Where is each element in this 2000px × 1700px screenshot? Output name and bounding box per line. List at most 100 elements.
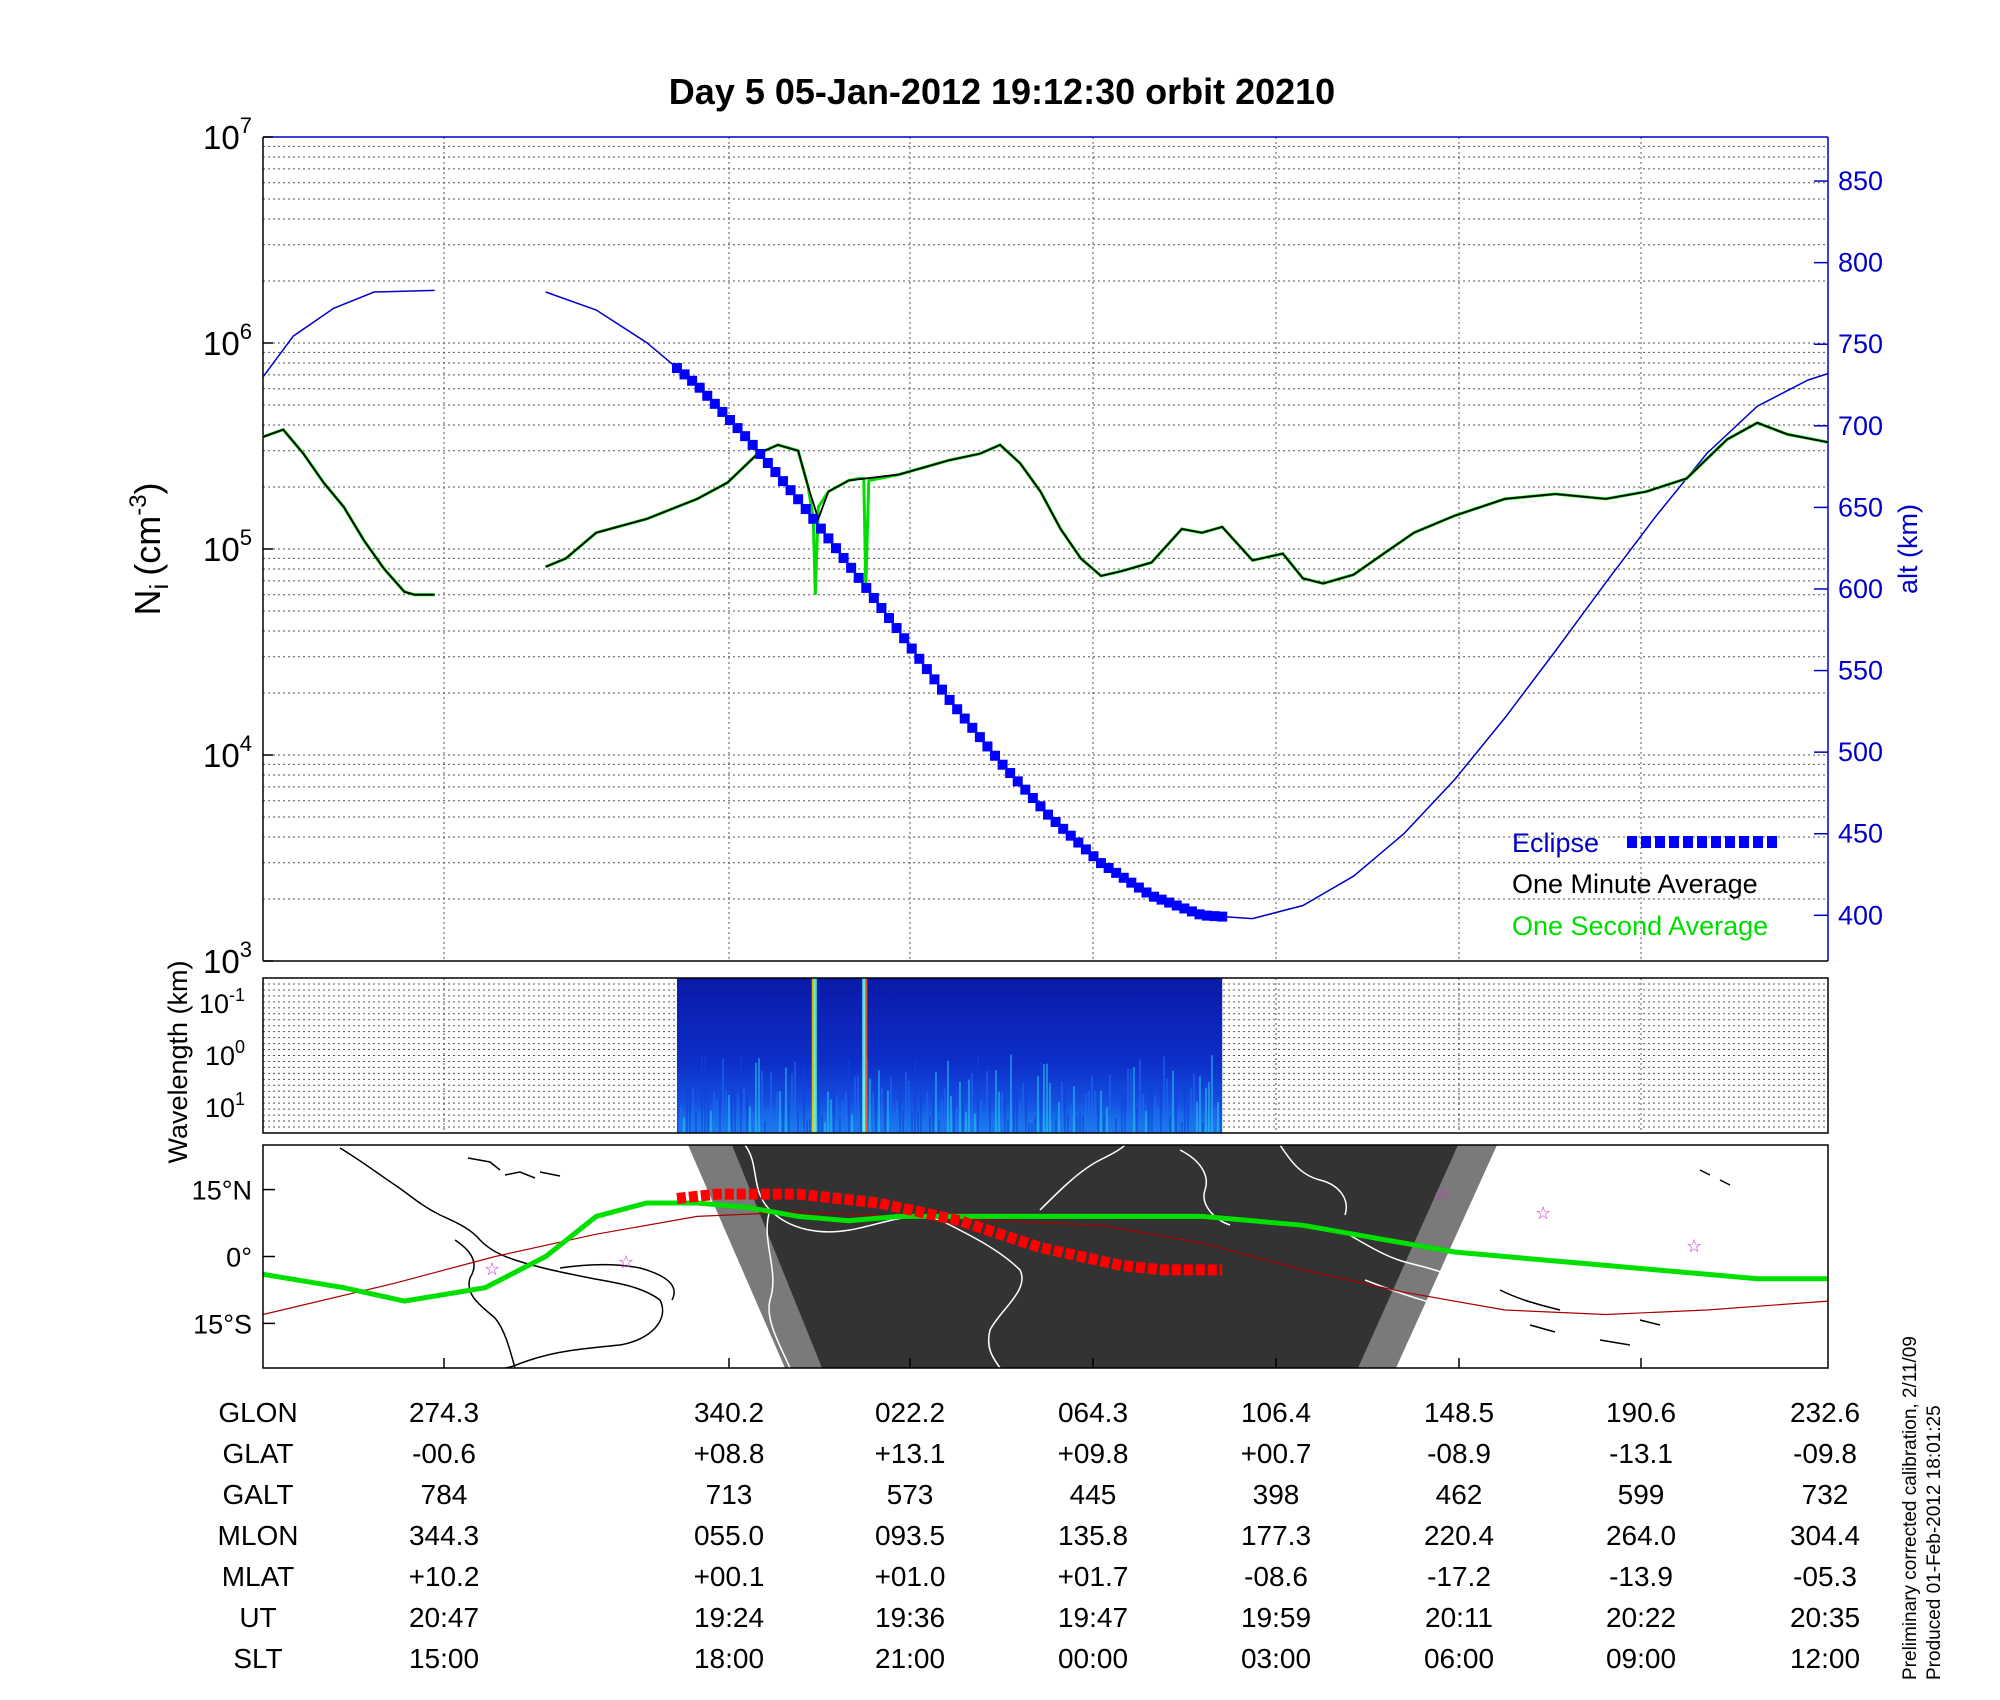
table-cell: 398: [1253, 1479, 1300, 1510]
ylabel-unit: (cm: [127, 516, 168, 576]
legend-eclipse-label: Eclipse: [1512, 828, 1599, 858]
table-cell: 06:00: [1424, 1643, 1494, 1674]
spectrogram-streak: [1177, 1110, 1180, 1133]
spectrogram-streak: [1108, 1074, 1111, 1133]
eclipse-marker: [1149, 891, 1160, 902]
spectrogram-streak: [1156, 1106, 1159, 1133]
eclipse-marker: [1186, 906, 1197, 917]
spectrogram-streak: [964, 1111, 967, 1133]
eclipse-marker: [1209, 911, 1220, 922]
spectrogram-streak: [769, 1071, 772, 1133]
spectrogram-streak: [988, 1080, 991, 1133]
spectrogram-streak: [763, 1121, 766, 1133]
spectrogram-streak: [1042, 1064, 1045, 1133]
table-cell: 055.0: [694, 1520, 764, 1551]
eclipse-marker: [974, 732, 985, 743]
spectrogram-streak: [745, 1091, 748, 1133]
eclipse-marker: [671, 363, 682, 374]
eclipse-marker: [853, 572, 864, 583]
spectrogram-tick-label: 100: [205, 1037, 245, 1071]
table-cell: 064.3: [1058, 1397, 1128, 1428]
spectrogram-streak: [934, 1072, 937, 1133]
spectrogram-streak: [1096, 1105, 1099, 1133]
ylabel-exp: -3: [125, 494, 152, 515]
table-cell: 12:00: [1790, 1643, 1860, 1674]
spectrogram-streak: [1018, 1101, 1021, 1133]
eclipse-marker: [717, 406, 728, 417]
table-cell: 340.2: [694, 1397, 764, 1428]
spectrogram-streak: [1132, 1067, 1135, 1133]
spectrogram-streak: [703, 1056, 706, 1133]
alt-tick-label: 450: [1838, 819, 1883, 849]
table-cell: -13.9: [1609, 1561, 1673, 1592]
spectrogram-streak: [1153, 1096, 1156, 1133]
spectrogram-streak: [919, 1094, 922, 1133]
table-cell: +10.2: [409, 1561, 480, 1592]
spectrogram-streak: [739, 1056, 742, 1133]
spectrogram-streak: [1003, 1098, 1006, 1133]
eclipse-marker: [724, 415, 735, 426]
spectrogram-streak: [751, 1113, 754, 1133]
density-grid: [263, 137, 1828, 962]
legend-minute-label: One Minute Average: [1512, 869, 1758, 899]
spectrogram-streak: [850, 1114, 853, 1133]
legend: Eclipse One Minute Average One Second Av…: [1512, 828, 1780, 941]
spectrogram-streak: [1090, 1075, 1093, 1133]
table-cell: 304.4: [1790, 1520, 1860, 1551]
spectrogram-streak: [1006, 1119, 1009, 1133]
spectrogram-streak: [766, 1107, 769, 1133]
spectrogram-streak: [1123, 1091, 1126, 1133]
spectrogram-streak: [1027, 1122, 1030, 1133]
table-cell: +00.7: [1241, 1438, 1312, 1469]
spectrogram-streak: [982, 1114, 985, 1133]
eclipse-marker: [823, 533, 834, 544]
y-tick-label: 103: [203, 937, 252, 980]
table-cell: 732: [1802, 1479, 1849, 1510]
table-cell: 135.8: [1058, 1520, 1128, 1551]
side-note-produced: Produced 01-Feb-2012 18:01:25: [1924, 1405, 1945, 1680]
table-cell: -17.2: [1427, 1561, 1491, 1592]
spectrogram-streak: [889, 1076, 892, 1133]
alt-tick-label: 600: [1838, 574, 1883, 604]
eclipse-marker: [1088, 851, 1099, 862]
spectrogram-streak: [1051, 1121, 1054, 1133]
table-cell: -05.3: [1793, 1561, 1857, 1592]
spectrogram-streak: [937, 1120, 940, 1133]
spectrogram-streak: [1024, 1076, 1027, 1133]
eclipse-marker: [1126, 877, 1137, 888]
spectrogram-streak: [880, 1087, 883, 1133]
spectrogram-streak: [805, 1119, 808, 1133]
spectrogram-streak: [1126, 1067, 1129, 1133]
eclipse-marker: [838, 552, 849, 563]
eclipse-marker: [785, 485, 796, 496]
spectrogram-y-label: Wavelength (km): [163, 960, 193, 1163]
star-icon: ☆: [618, 1252, 634, 1272]
ground-track-line: [262, 1200, 1828, 1304]
spectrogram-streak: [1000, 1092, 1003, 1133]
table-cell: +01.7: [1058, 1561, 1129, 1592]
spectrogram-streak: [1204, 1087, 1207, 1133]
table-row-label: GALT: [222, 1479, 293, 1510]
spectrogram-streak: [688, 1068, 691, 1133]
spectrogram-streak: [742, 1088, 745, 1133]
ylabel-main: N: [127, 590, 168, 616]
table-cell: -09.8: [1793, 1438, 1857, 1469]
spectrogram-streak: [1162, 1056, 1165, 1133]
spectrogram-streak: [940, 1098, 943, 1133]
eclipse-marker: [747, 439, 758, 450]
spectrogram-streak: [781, 1081, 784, 1133]
table-row-label: GLAT: [222, 1438, 293, 1469]
table-row-label: MLAT: [222, 1561, 295, 1592]
spectrogram-streak: [727, 1094, 730, 1133]
spectrogram-streak: [844, 1092, 847, 1133]
spectrogram-streak: [826, 1091, 829, 1133]
spectrogram-streak: [898, 1086, 901, 1133]
table-cell: 03:00: [1241, 1643, 1311, 1674]
altitude-y-label: alt (km): [1893, 504, 1923, 594]
eclipse-marker: [1012, 776, 1023, 787]
table-cell: 177.3: [1241, 1520, 1311, 1551]
spectrogram-streak: [793, 1062, 796, 1133]
eclipse-marker: [755, 448, 766, 459]
eclipse-marker: [1043, 809, 1054, 820]
spectrogram-streak: [706, 1084, 709, 1133]
